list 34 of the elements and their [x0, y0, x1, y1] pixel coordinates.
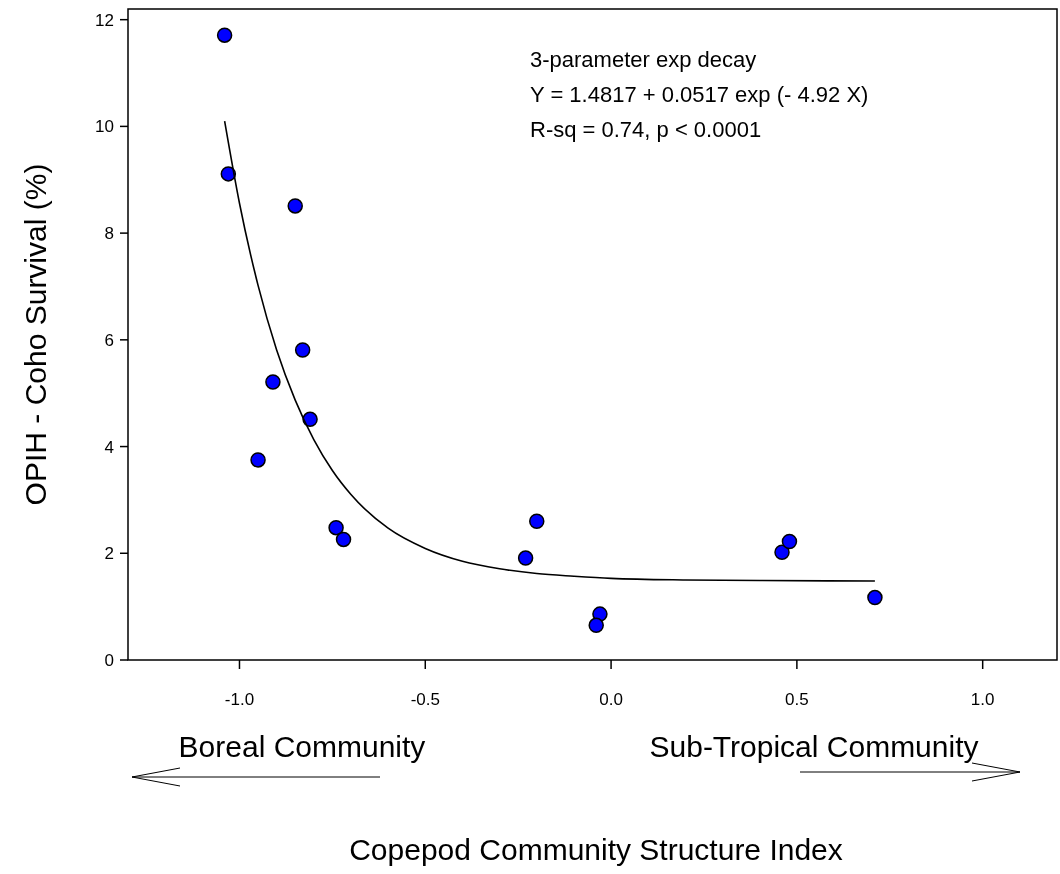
- point: [588, 617, 604, 634]
- text: Boreal Community: [178, 730, 426, 763]
- text: Sub-Tropical Community: [649, 730, 979, 763]
- point: [265, 374, 281, 390]
- y-tick-label: 4: [104, 437, 114, 457]
- x-tick-label: 0.5: [785, 690, 809, 709]
- point: [774, 544, 790, 560]
- point: [867, 589, 883, 606]
- point: [294, 342, 311, 358]
- y-tick-label: 12: [95, 10, 114, 30]
- point: [216, 27, 233, 43]
- y-tick-label: 6: [104, 330, 114, 350]
- y-tick-label: 8: [104, 224, 114, 244]
- x-tick-label: -1.0: [224, 690, 255, 709]
- y-axis-title: OPIH - Coho Survival (%): [19, 163, 52, 506]
- annotation: Y = 1.4817 + 0.0517 exp (- 4.92 X): [530, 82, 869, 107]
- point: [781, 533, 798, 550]
- x-tick-label: -0.5: [410, 690, 440, 709]
- point: [529, 513, 545, 529]
- annotation: R-sq = 0.74, p < 0.0001: [530, 117, 762, 142]
- point: [287, 198, 303, 214]
- x-tick-label: 0.0: [599, 690, 623, 709]
- point: [328, 519, 344, 536]
- y-tick-label: 2: [104, 544, 114, 564]
- line-series: [223, 120, 876, 582]
- point: [250, 452, 266, 468]
- point: [517, 550, 534, 566]
- y-tick-label: 10: [95, 117, 114, 137]
- x-tick-label: 1.0: [970, 690, 995, 709]
- annotation: 3-parameter exp decay: [530, 47, 757, 72]
- x-axis-title: Copepod Community Structure Index: [349, 833, 843, 866]
- y-tick-label: 0: [104, 650, 114, 670]
- point: [220, 166, 237, 182]
- point: [335, 531, 352, 548]
